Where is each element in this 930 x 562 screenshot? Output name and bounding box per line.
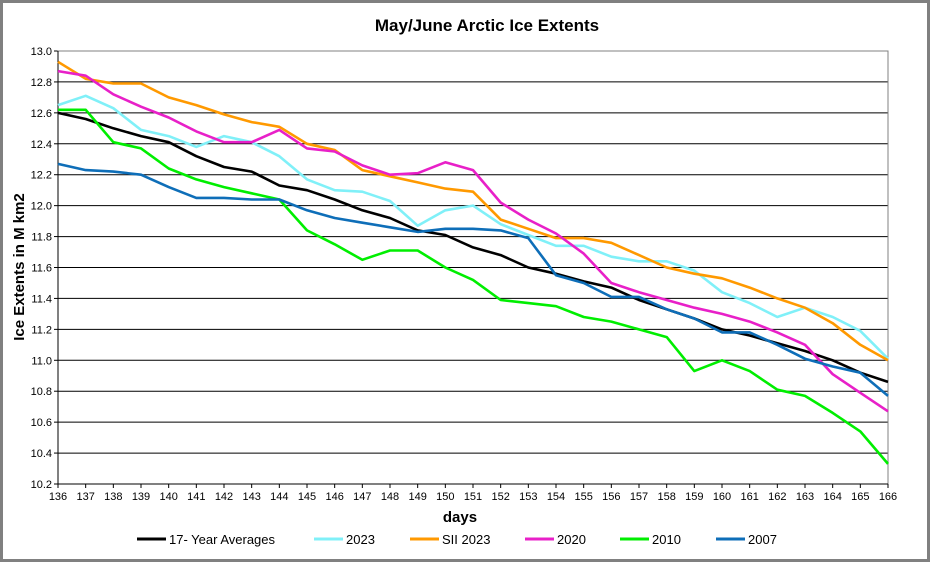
gridlines: [54, 50, 888, 485]
x-tick-label: 159: [685, 491, 703, 503]
y-tick-label: 10.8: [31, 386, 52, 398]
x-tick-label: 163: [796, 491, 814, 503]
x-tick-label: 143: [242, 491, 260, 503]
series-line-2023: [57, 94, 889, 360]
legend-item-2007: 2007: [716, 532, 777, 547]
chart-title: May/June Arctic Ice Extents: [375, 16, 599, 35]
x-tick-label: 162: [768, 491, 786, 503]
x-tick-label: 137: [76, 491, 94, 503]
x-tick-label: 154: [547, 491, 565, 503]
y-tick-label: 10.4: [31, 448, 52, 460]
series-line-17-year-averages: [57, 111, 889, 384]
y-tick-label: 11.0: [31, 355, 52, 367]
y-tick-label: 10.2: [31, 479, 52, 491]
y-tick-labels: 10.2 10.4 10.6 10.8 11.0 11.2 11.4 11.6 11.8 12.0…: [31, 46, 52, 491]
y-tick-label: 12.4: [31, 139, 52, 151]
legend-item-2023: 2023: [314, 532, 375, 547]
series-lines: [57, 60, 889, 465]
y-tick-label: 12.6: [31, 108, 52, 120]
x-tick-label: 152: [491, 491, 509, 503]
y-tick-label: 11.4: [31, 293, 52, 305]
x-tick-label: 141: [187, 491, 205, 503]
legend-item-sii-2023: SII 2023: [410, 532, 490, 547]
legend-label: 17- Year Averages: [169, 532, 276, 547]
legend-item-17-year-averages: 17- Year Averages: [137, 532, 276, 547]
y-tick-label: 12.8: [31, 77, 52, 89]
x-tick-label: 146: [325, 491, 343, 503]
x-tick-label: 160: [713, 491, 731, 503]
y-tick-label: 12.0: [31, 201, 52, 213]
y-axis-label: Ice Extents in M km2: [11, 193, 28, 341]
x-tick-label: 145: [298, 491, 316, 503]
x-tick-label: 157: [630, 491, 648, 503]
x-tick-label: 140: [159, 491, 177, 503]
series-line-2020: [57, 69, 889, 413]
legend-label: 2023: [346, 532, 375, 547]
x-tick-label: 148: [381, 491, 399, 503]
x-tick-label: 156: [602, 491, 620, 503]
x-tick-labels: 136 137 138 139 140 141 142 143 144 145 146 147 148 1…: [49, 491, 897, 503]
x-tick-label: 142: [215, 491, 233, 503]
y-tick-label: 11.2: [31, 324, 52, 336]
x-tick-label: 166: [879, 491, 897, 503]
x-tick-label: 149: [408, 491, 426, 503]
x-tick-label: 161: [740, 491, 758, 503]
legend: 17- Year Averages 2023 SII 2023 2020 2010 200…: [137, 532, 777, 547]
series-line-2007: [57, 162, 889, 397]
legend-label: SII 2023: [442, 532, 490, 547]
x-tick-label: 150: [436, 491, 454, 503]
legend-label: 2010: [652, 532, 681, 547]
x-tick-label: 151: [464, 491, 482, 503]
x-tick-label: 138: [104, 491, 122, 503]
axes: [57, 51, 889, 488]
x-tick-label: 165: [851, 491, 869, 503]
y-tick-label: 11.6: [31, 263, 52, 275]
y-tick-label: 11.8: [31, 232, 52, 244]
legend-label: 2020: [557, 532, 586, 547]
x-tick-label: 164: [823, 491, 841, 503]
series-line-sii-2023: [57, 60, 889, 362]
x-tick-label: 155: [574, 491, 592, 503]
x-tick-label: 153: [519, 491, 537, 503]
x-tick-label: 144: [270, 491, 288, 503]
x-tick-label: 158: [657, 491, 675, 503]
y-tick-label: 13.0: [31, 46, 52, 58]
legend-item-2010: 2010: [620, 532, 681, 547]
x-axis-label: days: [443, 509, 477, 526]
x-tick-label: 136: [49, 491, 67, 503]
y-tick-label: 10.6: [31, 417, 52, 429]
series-line-2010: [58, 108, 889, 465]
x-tick-label: 147: [353, 491, 371, 503]
x-tick-label: 139: [132, 491, 150, 503]
legend-label: 2007: [748, 532, 777, 547]
y-tick-label: 12.2: [31, 170, 52, 182]
legend-item-2020: 2020: [525, 532, 586, 547]
